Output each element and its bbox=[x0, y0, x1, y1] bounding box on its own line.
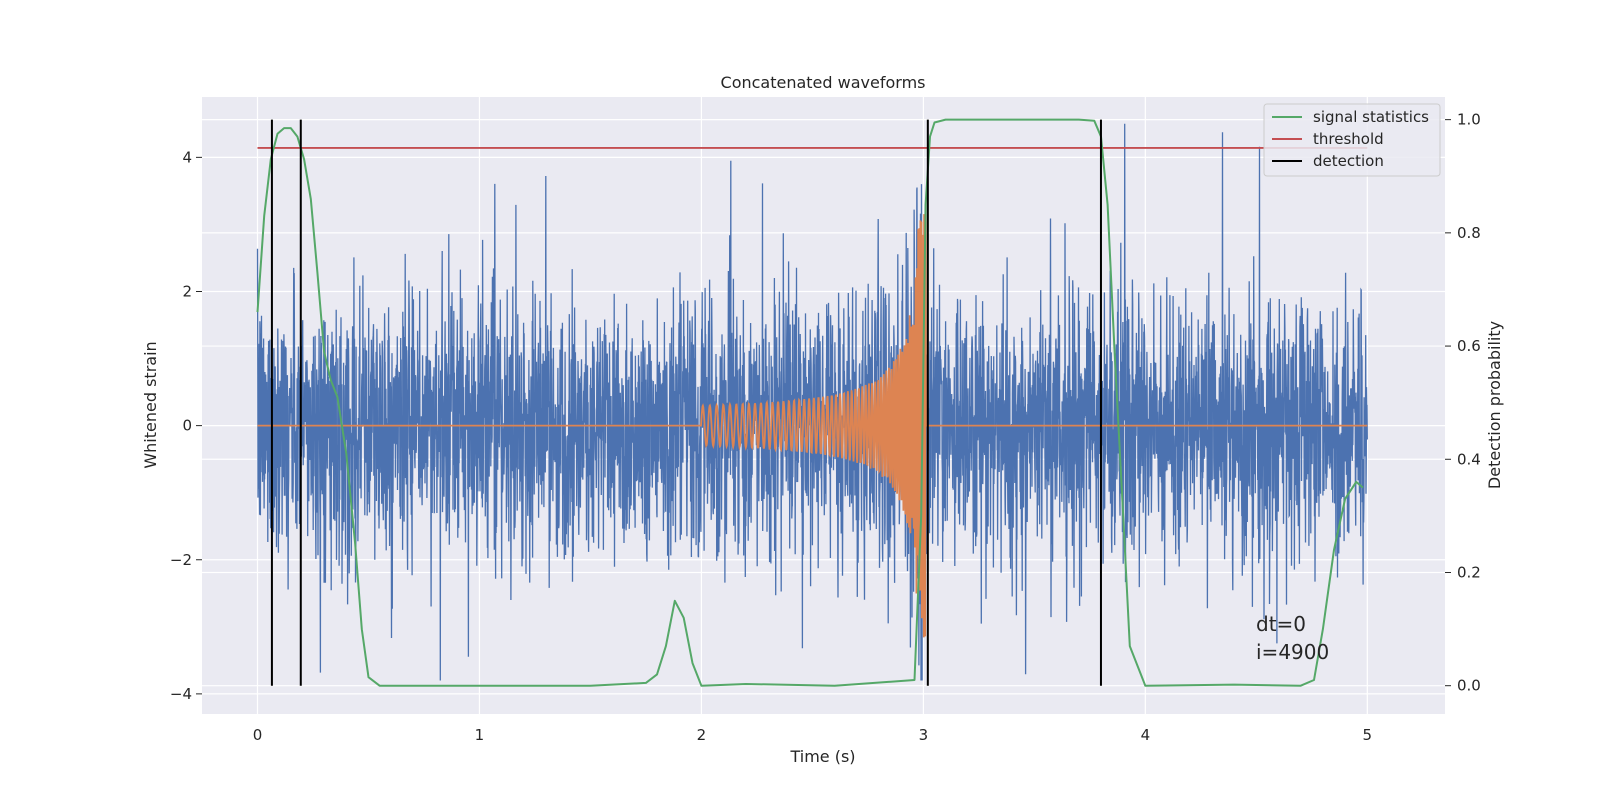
annotation-dt: dt=0 bbox=[1256, 612, 1306, 636]
y-tick-label: 4 bbox=[182, 148, 192, 166]
detection-series bbox=[270, 119, 1102, 686]
y-axis-label: Whitened strain bbox=[141, 341, 160, 468]
y-right-tick-label: 0.0 bbox=[1457, 677, 1481, 695]
legend: signal statistics threshold detection bbox=[1263, 103, 1441, 177]
x-tick-label: 5 bbox=[1363, 726, 1373, 744]
x-tick-label: 4 bbox=[1141, 726, 1151, 744]
template-line bbox=[257, 213, 1368, 638]
template-waveform-series bbox=[257, 213, 1368, 638]
y-tick-label: −2 bbox=[170, 551, 192, 569]
legend-label-signal-statistics: signal statistics bbox=[1313, 108, 1429, 126]
legend-label-threshold: threshold bbox=[1313, 130, 1384, 148]
x-tick-label: 0 bbox=[253, 726, 263, 744]
strain-line bbox=[256, 123, 1368, 681]
x-tick-label: 3 bbox=[919, 726, 929, 744]
y-tick-label: −4 bbox=[170, 685, 192, 703]
x-axis-label: Time (s) bbox=[789, 747, 855, 766]
whitened-strain-series bbox=[256, 123, 1368, 681]
signal-statistics-series bbox=[256, 118, 1364, 687]
x-tick-label: 1 bbox=[475, 726, 485, 744]
annotation-index: i=4900 bbox=[1256, 640, 1329, 664]
y-tick-label: 0 bbox=[182, 417, 192, 435]
y-right-tick-label: 0.8 bbox=[1457, 224, 1481, 242]
y-right-tick-label: 1.0 bbox=[1457, 111, 1481, 129]
y-tick-label: 2 bbox=[182, 282, 192, 300]
legend-label-detection: detection bbox=[1313, 152, 1384, 170]
y-right-axis-ticks: 0.0 0.2 0.4 0.6 0.8 1.0 bbox=[1445, 111, 1481, 695]
x-tick-label: 2 bbox=[697, 726, 707, 744]
y-right-tick-label: 0.2 bbox=[1457, 563, 1481, 581]
y-right-axis-label: Detection probability bbox=[1485, 321, 1504, 489]
signal-statistics-line bbox=[256, 118, 1364, 687]
chart-title: Concatenated waveforms bbox=[721, 73, 926, 92]
y-right-tick-label: 0.4 bbox=[1457, 450, 1481, 468]
y-right-tick-label: 0.6 bbox=[1457, 337, 1481, 355]
legend-box bbox=[1263, 103, 1441, 177]
y-axis-ticks: −4 −2 0 2 4 bbox=[170, 148, 202, 703]
x-axis-ticks: 0 1 2 3 4 5 bbox=[253, 726, 1372, 744]
